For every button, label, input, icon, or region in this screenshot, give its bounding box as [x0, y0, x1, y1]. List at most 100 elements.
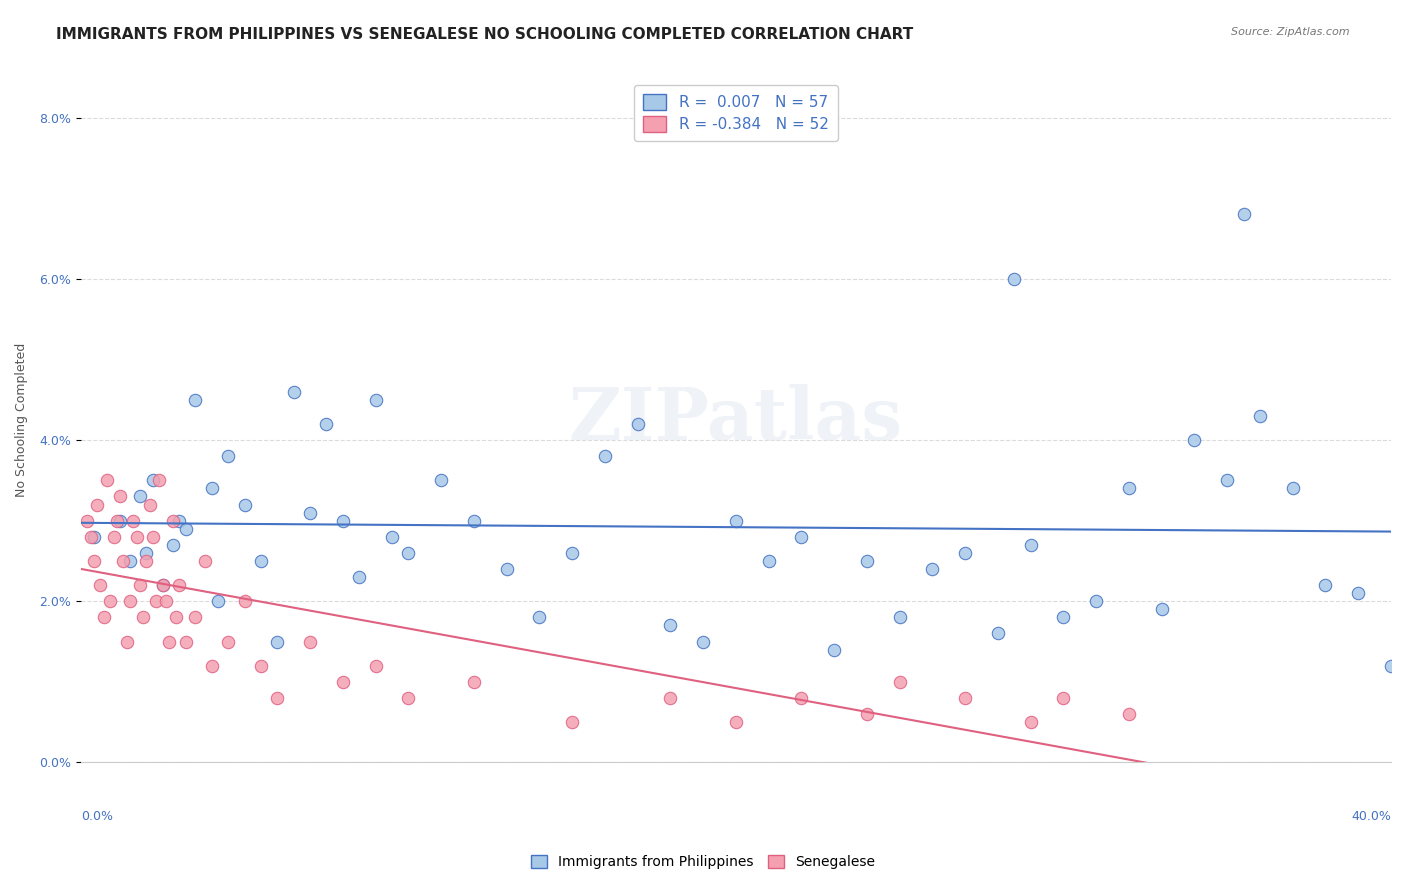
Point	[83, 530, 105, 544]
Point	[174, 634, 197, 648]
Point	[1315, 578, 1337, 592]
Point	[132, 610, 155, 624]
Legend: Immigrants from Philippines, Senegalese: Immigrants from Philippines, Senegalese	[523, 848, 883, 876]
Point	[155, 594, 177, 608]
Point	[98, 594, 121, 608]
Point	[724, 715, 747, 730]
Point	[201, 482, 224, 496]
Point	[1052, 690, 1074, 705]
Point	[118, 594, 141, 608]
Point	[108, 514, 131, 528]
Point	[122, 514, 145, 528]
Point	[332, 674, 354, 689]
Point	[561, 715, 583, 730]
Point	[266, 690, 288, 705]
Point	[659, 690, 682, 705]
Point	[299, 634, 322, 648]
Point	[1085, 594, 1108, 608]
Point	[1002, 272, 1025, 286]
Point	[889, 610, 911, 624]
Point	[96, 474, 118, 488]
Point	[856, 707, 879, 722]
Point	[128, 490, 150, 504]
Point	[430, 474, 453, 488]
Point	[349, 570, 371, 584]
Point	[856, 554, 879, 568]
Point	[692, 634, 714, 648]
Point	[250, 658, 273, 673]
Point	[1216, 474, 1239, 488]
Point	[184, 610, 207, 624]
Point	[118, 554, 141, 568]
Point	[1281, 482, 1303, 496]
Point	[105, 514, 128, 528]
Point	[1150, 602, 1173, 616]
Point	[79, 530, 101, 544]
Point	[364, 658, 387, 673]
Point	[364, 392, 387, 407]
Point	[148, 474, 170, 488]
Point	[207, 594, 229, 608]
Point	[1118, 707, 1140, 722]
Point	[108, 490, 131, 504]
Point	[174, 522, 197, 536]
Point	[315, 417, 337, 431]
Text: ZIPatlas: ZIPatlas	[569, 384, 903, 456]
Point	[561, 546, 583, 560]
Point	[145, 594, 167, 608]
Point	[1232, 207, 1254, 221]
Point	[135, 546, 157, 560]
Point	[495, 562, 517, 576]
Point	[987, 626, 1010, 640]
Point	[165, 610, 187, 624]
Point	[1019, 715, 1042, 730]
Point	[396, 690, 419, 705]
Point	[184, 392, 207, 407]
Point	[953, 690, 976, 705]
Point	[463, 514, 485, 528]
Point	[233, 498, 256, 512]
Point	[396, 546, 419, 560]
Point	[659, 618, 682, 632]
Point	[627, 417, 650, 431]
Point	[233, 594, 256, 608]
Point	[758, 554, 780, 568]
Text: 0.0%: 0.0%	[80, 810, 112, 823]
Point	[157, 634, 180, 648]
Point	[283, 384, 305, 399]
Point	[790, 690, 813, 705]
Point	[266, 634, 288, 648]
Point	[724, 514, 747, 528]
Point	[332, 514, 354, 528]
Point	[138, 498, 160, 512]
Point	[167, 578, 190, 592]
Point	[1249, 409, 1271, 423]
Point	[103, 530, 125, 544]
Point	[162, 514, 184, 528]
Point	[1052, 610, 1074, 624]
Point	[152, 578, 174, 592]
Point	[76, 514, 98, 528]
Point	[162, 538, 184, 552]
Point	[89, 578, 111, 592]
Point	[83, 554, 105, 568]
Point	[529, 610, 551, 624]
Point	[1184, 433, 1206, 447]
Point	[217, 634, 239, 648]
Point	[167, 514, 190, 528]
Text: IMMIGRANTS FROM PHILIPPINES VS SENEGALESE NO SCHOOLING COMPLETED CORRELATION CHA: IMMIGRANTS FROM PHILIPPINES VS SENEGALES…	[56, 27, 914, 42]
Point	[86, 498, 108, 512]
Point	[142, 530, 165, 544]
Point	[128, 578, 150, 592]
Point	[381, 530, 404, 544]
Y-axis label: No Schooling Completed: No Schooling Completed	[15, 343, 28, 497]
Text: Source: ZipAtlas.com: Source: ZipAtlas.com	[1232, 27, 1350, 37]
Point	[142, 474, 165, 488]
Point	[135, 554, 157, 568]
Point	[790, 530, 813, 544]
Point	[299, 506, 322, 520]
Point	[953, 546, 976, 560]
Point	[1379, 658, 1402, 673]
Legend: R =  0.007   N = 57, R = -0.384   N = 52: R = 0.007 N = 57, R = -0.384 N = 52	[634, 85, 838, 142]
Point	[463, 674, 485, 689]
